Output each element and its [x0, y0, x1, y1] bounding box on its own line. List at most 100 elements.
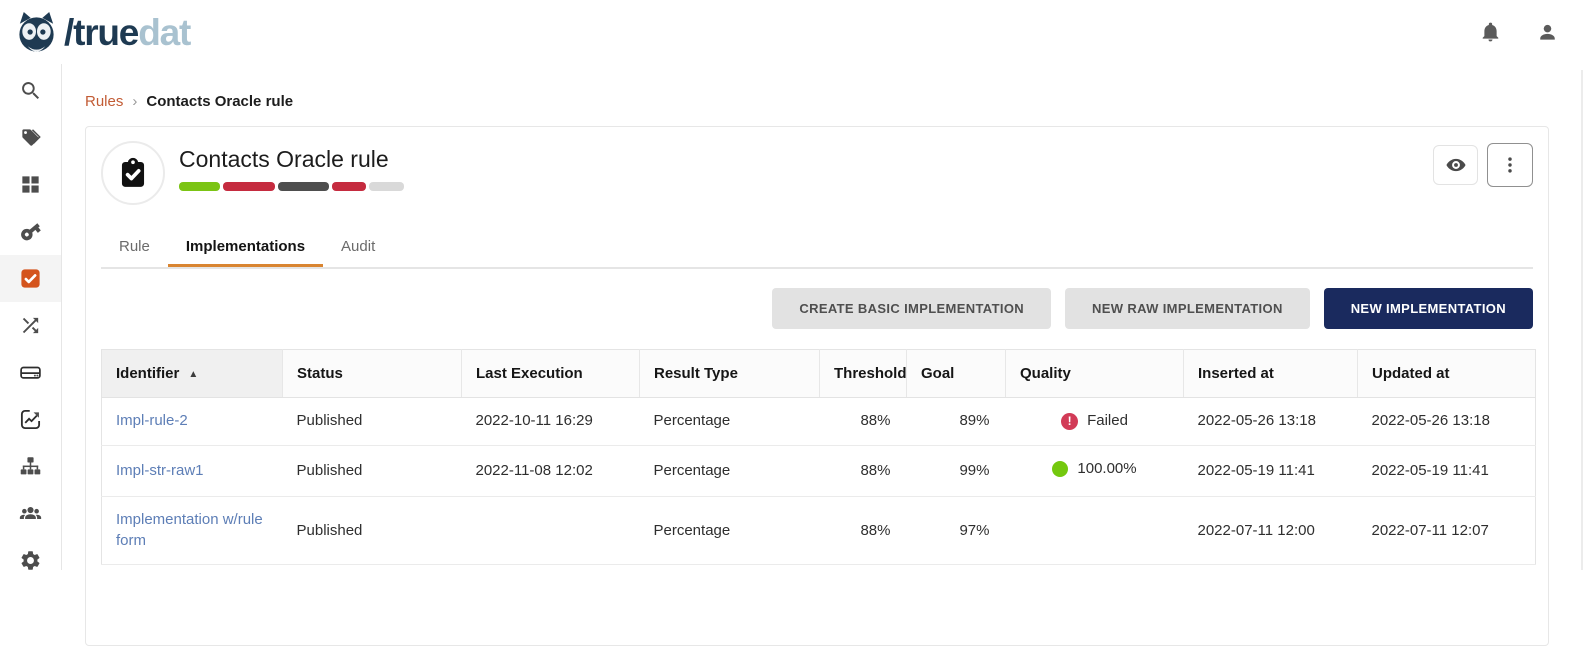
- new-implementation-button[interactable]: NEW IMPLEMENTATION: [1323, 288, 1533, 329]
- quality-bar-segment: [369, 182, 404, 191]
- tags-icon: [19, 126, 42, 149]
- page-right-edge: [1581, 70, 1583, 570]
- sidebar-item-data-sources[interactable]: [0, 349, 61, 396]
- last-execution-cell: 2022-10-11 16:29: [461, 397, 640, 446]
- tab-rule[interactable]: Rule: [119, 238, 150, 255]
- identifier-cell: Impl-str-raw1: [101, 445, 283, 498]
- column-header-goal[interactable]: Goal: [906, 349, 1006, 398]
- users-icon: [19, 502, 42, 525]
- last-execution-cell: 2022-11-08 12:02: [461, 445, 640, 498]
- key-icon: [19, 220, 42, 243]
- sidebar-item-permissions[interactable]: [0, 208, 61, 255]
- create-basic-implementation-button[interactable]: CREATE BASIC IMPLEMENTATION: [772, 288, 1052, 329]
- sidebar-item-search[interactable]: [0, 67, 61, 114]
- column-header-inserted-at[interactable]: Inserted at: [1183, 349, 1358, 398]
- chart-icon: [19, 408, 42, 431]
- implementation-row: Implementation w/rule form Published Perce…: [101, 496, 1536, 565]
- user-icon[interactable]: [1537, 22, 1558, 43]
- quality-bar-segment: [179, 182, 220, 191]
- updated-at-cell: 2022-07-11 12:07: [1357, 496, 1536, 565]
- quality-cell: 100.00%: [1005, 445, 1184, 498]
- status-cell: Published: [282, 496, 462, 565]
- inserted-at-cell: 2022-07-11 12:00: [1183, 496, 1358, 565]
- rule-quality-bar: [179, 182, 404, 191]
- sidebar-item-rules[interactable]: [0, 255, 61, 302]
- kebab-menu-icon: [1499, 154, 1521, 176]
- storage-icon: [19, 361, 42, 384]
- new-raw-implementation-button[interactable]: NEW RAW IMPLEMENTATION: [1065, 288, 1310, 329]
- sidebar-item-settings[interactable]: [0, 537, 61, 584]
- quality-bar-segment: [332, 182, 366, 191]
- more-options-button[interactable]: [1487, 143, 1533, 187]
- quality-cell: [1005, 496, 1184, 565]
- sidebar: [0, 64, 62, 570]
- breadcrumb-link-rules[interactable]: Rules: [85, 93, 124, 110]
- implementation-link[interactable]: Implementation w/rule form: [116, 511, 263, 549]
- success-dot-icon: [1052, 461, 1069, 478]
- implementation-row: Impl-str-raw1 Published 2022-11-08 12:02 Pe…: [101, 445, 1536, 498]
- implementation-toolbar: CREATE BASIC IMPLEMENTATION NEW RAW IMPLE…: [101, 288, 1533, 329]
- table-header-row: Identifier ▲ Status Last Execution Result Ty…: [101, 349, 1536, 398]
- sort-asc-icon: ▲: [188, 369, 199, 380]
- quality-cell: ! Failed: [1005, 397, 1184, 446]
- threshold-cell: 88%: [819, 397, 907, 446]
- breadcrumb: Rules › Contacts Oracle rule: [85, 93, 1586, 110]
- breadcrumb-separator-icon: ›: [132, 93, 138, 110]
- column-header-last-execution[interactable]: Last Execution: [461, 349, 640, 398]
- breadcrumb-current: Contacts Oracle rule: [146, 93, 294, 110]
- inserted-at-cell: 2022-05-26 13:18: [1183, 397, 1358, 446]
- goal-cell: 89%: [906, 397, 1006, 446]
- check-square-icon: [19, 267, 42, 290]
- app-header: /truedat: [0, 0, 1586, 64]
- main-content: Rules › Contacts Oracle rule Contacts Or…: [62, 64, 1586, 646]
- view-button[interactable]: [1433, 145, 1478, 185]
- bell-icon[interactable]: [1480, 22, 1501, 43]
- app-logo[interactable]: /truedat: [14, 9, 191, 56]
- column-header-threshold[interactable]: Threshold: [819, 349, 907, 398]
- quality-label: Failed: [1087, 412, 1128, 430]
- status-cell: Published: [282, 445, 462, 498]
- goal-cell: 97%: [906, 496, 1006, 565]
- implementation-link[interactable]: Impl-str-raw1: [116, 462, 204, 480]
- tab-audit[interactable]: Audit: [341, 238, 376, 255]
- sidebar-item-dashboard[interactable]: [0, 161, 61, 208]
- shuffle-icon: [19, 314, 42, 337]
- status-cell: Published: [282, 397, 462, 446]
- quality-label: 100.00%: [1077, 460, 1137, 477]
- result-type-cell: Percentage: [639, 445, 820, 498]
- updated-at-cell: 2022-05-26 13:18: [1357, 397, 1536, 446]
- last-execution-cell: [461, 496, 640, 565]
- identifier-cell: Implementation w/rule form: [101, 496, 283, 565]
- identifier-cell: Impl-rule-2: [101, 397, 283, 446]
- rule-card: Contacts Oracle rule Rule Implementations…: [85, 126, 1549, 646]
- goal-cell: 99%: [906, 445, 1006, 498]
- rule-title: Contacts Oracle rule: [179, 146, 389, 172]
- sidebar-item-analytics[interactable]: [0, 396, 61, 443]
- sidebar-item-hierarchy[interactable]: [0, 443, 61, 490]
- tabs: Rule Implementations Audit: [101, 231, 1533, 269]
- sitemap-icon: [19, 455, 42, 478]
- owl-icon: [14, 9, 59, 56]
- result-type-cell: Percentage: [639, 397, 820, 446]
- inserted-at-cell: 2022-05-19 11:41: [1183, 445, 1358, 498]
- column-header-status[interactable]: Status: [282, 349, 462, 398]
- search-icon: [19, 79, 42, 102]
- tab-implementations[interactable]: Implementations: [167, 231, 324, 267]
- sidebar-item-users[interactable]: [0, 490, 61, 537]
- brand-wordmark: /truedat: [64, 11, 191, 53]
- threshold-cell: 88%: [819, 445, 907, 498]
- eye-icon: [1445, 154, 1467, 176]
- grid-icon: [19, 173, 42, 196]
- column-header-updated-at[interactable]: Updated at: [1357, 349, 1536, 398]
- quality-bar-segment: [223, 182, 275, 191]
- column-header-quality[interactable]: Quality: [1005, 349, 1184, 398]
- sidebar-item-data-flows[interactable]: [0, 302, 61, 349]
- column-header-identifier[interactable]: Identifier ▲: [101, 349, 283, 398]
- column-header-result-type[interactable]: Result Type: [639, 349, 820, 398]
- implementation-row: Impl-rule-2 Published 2022-10-11 16:29 Perc…: [101, 397, 1536, 446]
- implementations-table: Identifier ▲ Status Last Execution Result Ty…: [101, 349, 1536, 565]
- gear-icon: [19, 549, 42, 572]
- sidebar-item-tags[interactable]: [0, 114, 61, 161]
- failed-icon: !: [1061, 412, 1079, 430]
- implementation-link[interactable]: Impl-rule-2: [116, 412, 188, 430]
